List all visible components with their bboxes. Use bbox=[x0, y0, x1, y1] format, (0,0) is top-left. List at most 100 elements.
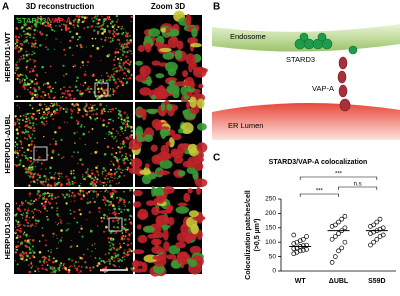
blob bbox=[164, 61, 178, 73]
particle bbox=[119, 246, 122, 249]
particle bbox=[126, 237, 130, 241]
particle bbox=[91, 44, 95, 47]
particle bbox=[110, 110, 112, 113]
particle bbox=[52, 87, 54, 90]
particle bbox=[69, 208, 71, 210]
particle bbox=[33, 83, 36, 85]
particle bbox=[99, 180, 101, 182]
particle bbox=[22, 255, 25, 258]
particle bbox=[102, 80, 105, 83]
particle bbox=[43, 258, 46, 261]
particle bbox=[116, 159, 119, 162]
particle bbox=[120, 27, 123, 30]
particle bbox=[81, 92, 84, 95]
particle bbox=[46, 261, 48, 263]
particle bbox=[101, 78, 105, 81]
particle bbox=[113, 207, 117, 211]
particle bbox=[100, 111, 104, 115]
particle bbox=[73, 194, 77, 197]
blob bbox=[196, 187, 201, 195]
particle bbox=[37, 94, 39, 96]
particle bbox=[104, 177, 107, 180]
particle bbox=[51, 105, 54, 107]
particle bbox=[118, 62, 121, 65]
particle bbox=[109, 76, 112, 79]
particle bbox=[81, 61, 84, 64]
particle bbox=[70, 116, 73, 119]
particle bbox=[82, 132, 85, 136]
particle bbox=[34, 225, 37, 228]
particle bbox=[25, 117, 28, 120]
particle bbox=[32, 202, 34, 205]
particle bbox=[23, 87, 26, 91]
particle bbox=[112, 78, 116, 82]
particle bbox=[54, 131, 57, 134]
particle bbox=[112, 243, 115, 246]
particle bbox=[35, 265, 37, 267]
particle bbox=[41, 65, 44, 69]
particle bbox=[89, 189, 92, 192]
particle bbox=[89, 54, 93, 58]
particle bbox=[86, 61, 90, 64]
particle bbox=[106, 181, 109, 183]
particle bbox=[29, 257, 31, 260]
particle bbox=[68, 17, 70, 19]
particle bbox=[14, 42, 17, 45]
particle bbox=[56, 247, 58, 250]
particle bbox=[78, 184, 81, 187]
particle bbox=[27, 264, 30, 266]
particle bbox=[119, 60, 121, 62]
particle bbox=[59, 221, 62, 223]
particle bbox=[37, 199, 39, 201]
blob bbox=[187, 37, 199, 45]
data-point bbox=[301, 236, 306, 242]
label: VAP-A bbox=[312, 84, 334, 93]
particle bbox=[24, 167, 28, 171]
particle bbox=[94, 38, 97, 40]
particle bbox=[56, 207, 59, 209]
particle bbox=[86, 110, 89, 113]
blob bbox=[159, 47, 172, 53]
particle bbox=[121, 26, 123, 28]
particle bbox=[128, 201, 131, 204]
particle bbox=[73, 181, 76, 184]
particle bbox=[28, 184, 31, 187]
particle bbox=[65, 72, 68, 76]
particle bbox=[123, 119, 126, 122]
particle bbox=[126, 39, 129, 42]
particle bbox=[73, 132, 76, 135]
particle bbox=[21, 257, 24, 261]
y-tick-label: 250 bbox=[265, 196, 276, 203]
particle bbox=[63, 48, 66, 51]
particle bbox=[76, 20, 80, 24]
particle bbox=[45, 181, 47, 183]
particle bbox=[38, 209, 40, 212]
blob bbox=[190, 43, 202, 48]
particle bbox=[107, 261, 109, 263]
particle bbox=[16, 120, 19, 122]
particle bbox=[128, 233, 131, 236]
particle bbox=[107, 191, 109, 193]
blob bbox=[191, 27, 198, 38]
particle bbox=[79, 213, 82, 216]
particle bbox=[34, 270, 37, 273]
particle bbox=[125, 121, 127, 123]
particle bbox=[50, 271, 53, 274]
blob bbox=[166, 103, 173, 111]
particle bbox=[65, 202, 68, 205]
particle bbox=[130, 232, 133, 234]
particle bbox=[23, 260, 25, 262]
particle bbox=[47, 92, 50, 95]
particle bbox=[39, 117, 42, 120]
particle bbox=[50, 106, 52, 108]
particle bbox=[39, 211, 42, 213]
particle bbox=[32, 216, 34, 219]
significance-label: n.s bbox=[354, 182, 362, 188]
particle bbox=[57, 153, 60, 156]
particle bbox=[112, 73, 115, 76]
particle bbox=[32, 129, 35, 132]
particle bbox=[40, 162, 43, 165]
significance-label: *** bbox=[335, 172, 343, 178]
blob bbox=[194, 154, 202, 164]
particle bbox=[96, 170, 99, 173]
